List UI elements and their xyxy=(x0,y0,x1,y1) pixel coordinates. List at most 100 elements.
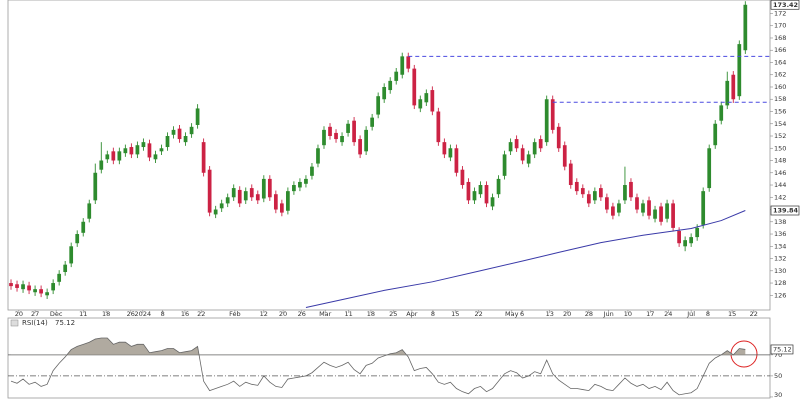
x-tick-label: 18 xyxy=(102,310,110,318)
candle-body xyxy=(87,203,92,219)
x-tick-label: 28 xyxy=(585,310,593,318)
candle-body xyxy=(340,136,344,143)
candle-body xyxy=(466,181,471,201)
candle-body xyxy=(249,188,254,198)
candle-body xyxy=(165,136,170,148)
candle-body xyxy=(737,44,742,97)
rsi-line xyxy=(10,337,746,396)
x-tick-label: 25 xyxy=(389,310,397,318)
candle-body xyxy=(406,56,411,69)
candle-body xyxy=(412,68,417,106)
price-label: 139.84 xyxy=(773,207,799,215)
y-tick-label: 168 xyxy=(774,34,786,42)
candle-body xyxy=(586,194,591,204)
candle-body xyxy=(460,169,465,186)
x-tick-label: 26 xyxy=(127,310,135,318)
x-tick-label: 17 xyxy=(646,310,654,318)
candle-body xyxy=(484,185,489,204)
candle-body xyxy=(502,154,507,176)
candle-body xyxy=(328,126,332,137)
candle-body xyxy=(322,129,326,146)
candle-body xyxy=(671,203,675,228)
candle-body xyxy=(695,227,700,238)
candle-body xyxy=(629,181,633,198)
candle-body xyxy=(316,148,320,164)
candle-body xyxy=(27,285,31,291)
candle-body xyxy=(574,181,579,192)
candle-body xyxy=(701,191,706,225)
candle-body xyxy=(496,178,501,195)
candle-body xyxy=(641,203,645,213)
y-tick-label: 138 xyxy=(774,218,786,226)
candle-body xyxy=(538,139,543,149)
candle-body xyxy=(418,99,423,109)
candle-body xyxy=(364,129,368,152)
candle-body xyxy=(707,148,712,189)
x-tick-label: Dec xyxy=(50,310,63,318)
candle-body xyxy=(725,80,730,106)
candle-body xyxy=(231,188,236,198)
candle-body xyxy=(153,154,158,160)
candle-body xyxy=(376,96,381,115)
y-tick-label: 160 xyxy=(774,83,786,91)
candle-body xyxy=(382,86,387,100)
rsi-panel xyxy=(7,317,771,399)
candle-body xyxy=(225,197,230,204)
candle-body xyxy=(135,145,140,155)
y-tick-label: 170 xyxy=(774,22,786,30)
x-tick-label: 15 xyxy=(451,310,459,318)
candle-body xyxy=(310,166,314,176)
candle-body xyxy=(544,99,549,143)
candle-body xyxy=(532,142,537,155)
candle-body xyxy=(117,151,122,161)
y-tick-label: 142 xyxy=(774,193,786,201)
y-tick-label: 144 xyxy=(774,181,786,189)
candle-body xyxy=(63,264,68,273)
x-tick-label: 6 xyxy=(520,310,524,318)
x-tick-label: 16 xyxy=(181,310,189,318)
candle-body xyxy=(39,289,43,294)
candle-body xyxy=(189,126,194,135)
candle-body xyxy=(592,191,597,201)
x-tick-label: 27 xyxy=(31,310,39,318)
candle-body xyxy=(93,172,98,201)
y-tick-label: 128 xyxy=(774,279,786,287)
x-tick-label: 20 xyxy=(563,310,571,318)
y-tick-label: 148 xyxy=(774,157,786,165)
candle-body xyxy=(454,148,459,173)
x-tick-label: 24 xyxy=(664,310,672,318)
y-tick-label: 70 xyxy=(774,351,782,359)
candle-body xyxy=(195,108,200,125)
x-tick-label: 12 xyxy=(260,310,268,318)
candle-body xyxy=(400,56,405,75)
candle-body xyxy=(526,154,531,164)
y-tick-label: 164 xyxy=(774,58,786,66)
price-label: 173.42 xyxy=(773,1,798,9)
candle-body xyxy=(213,209,218,215)
candle-body xyxy=(298,181,302,188)
candle-body xyxy=(141,142,146,148)
x-tick-label: 20 xyxy=(279,310,287,318)
candle-body xyxy=(580,188,585,195)
x-tick-label: 8 xyxy=(431,310,435,318)
candle-body xyxy=(352,120,356,143)
candle-body xyxy=(562,145,567,167)
candle-body xyxy=(129,147,134,155)
candle-body xyxy=(33,289,37,293)
candle-body xyxy=(550,99,555,130)
y-tick-label: 152 xyxy=(774,132,786,140)
candle-body xyxy=(147,143,152,158)
x-tick-label: Feb xyxy=(229,310,241,318)
y-tick-label: 132 xyxy=(774,255,786,263)
rsi-icon xyxy=(10,319,19,327)
overbought-fill xyxy=(11,338,746,355)
candle-body xyxy=(430,90,435,112)
candle-body xyxy=(171,129,176,135)
y-tick-label: 146 xyxy=(774,169,786,177)
candle-body xyxy=(207,169,212,213)
candle-body xyxy=(267,178,272,198)
candle-body xyxy=(81,221,86,233)
x-tick-label: 18 xyxy=(367,310,375,318)
candle-body xyxy=(659,206,663,222)
